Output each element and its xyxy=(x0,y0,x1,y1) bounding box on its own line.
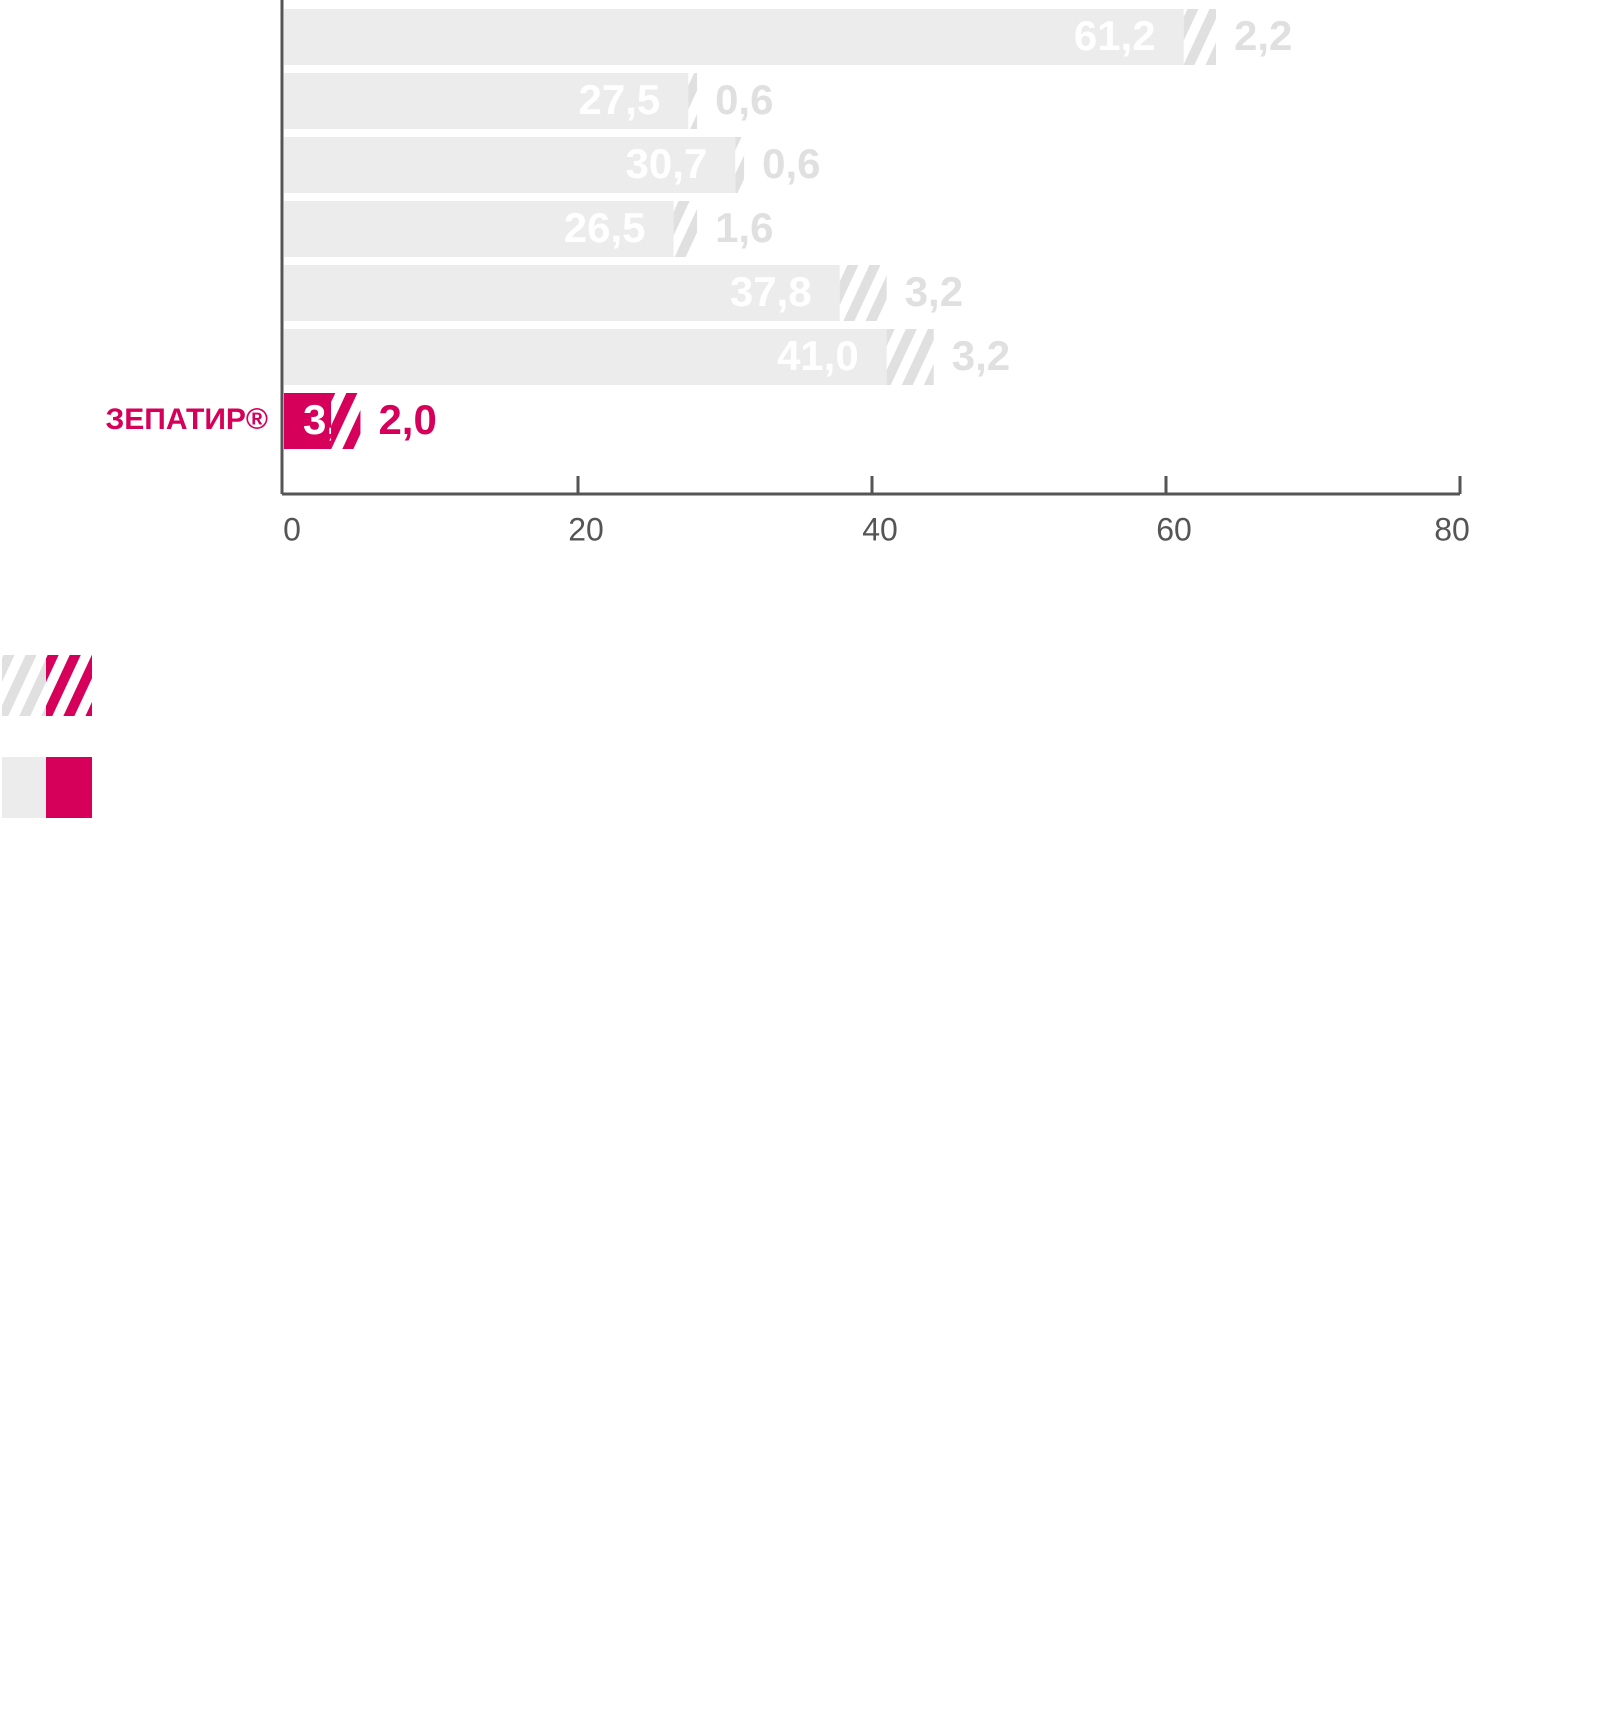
bar-label: 30,7 xyxy=(626,140,708,187)
legend-swatch xyxy=(46,757,92,818)
bar-label: 27,5 xyxy=(579,76,661,123)
x-tick-label: 0 xyxy=(283,511,301,547)
bar-label: 26,5 xyxy=(564,204,646,251)
bar-segment xyxy=(284,201,674,257)
bar-segment xyxy=(284,329,887,385)
bar-segment xyxy=(886,329,934,385)
x-tick-label: 20 xyxy=(568,511,604,547)
bar-label: 3,2 xyxy=(905,268,963,315)
bar-segment xyxy=(284,137,736,193)
legend-swatch xyxy=(2,655,48,716)
x-tick-label: 60 xyxy=(1156,511,1192,547)
bar-segment xyxy=(673,201,698,257)
bar-segment xyxy=(284,393,332,449)
bar-label: 2,0 xyxy=(378,396,436,443)
bar-segment xyxy=(688,73,698,129)
bar-label: 61,2 xyxy=(1074,12,1156,59)
legend-swatch xyxy=(46,655,92,716)
bar-label: 0,6 xyxy=(715,76,773,123)
bar-segment xyxy=(839,265,887,321)
bar-label: 1,6 xyxy=(715,204,773,251)
bar-label: 41,0 xyxy=(777,332,859,379)
bar-segment xyxy=(284,9,1184,65)
bar-segment xyxy=(284,265,840,321)
x-tick-label: 40 xyxy=(862,511,898,547)
bar-segment xyxy=(284,73,689,129)
category-label: ЗЕПАТИР® xyxy=(105,403,268,436)
x-tick-label: 80 xyxy=(1434,511,1470,547)
legend-swatch xyxy=(2,757,48,818)
bar-label: 3,2 xyxy=(952,332,1010,379)
bar-segment xyxy=(735,137,745,193)
bar-label: 2,2 xyxy=(1234,12,1292,59)
bar-segment xyxy=(1183,9,1216,65)
bar-label: 0,6 xyxy=(762,140,820,187)
bar-label: 37,8 xyxy=(730,268,812,315)
bar-segment xyxy=(331,393,361,449)
